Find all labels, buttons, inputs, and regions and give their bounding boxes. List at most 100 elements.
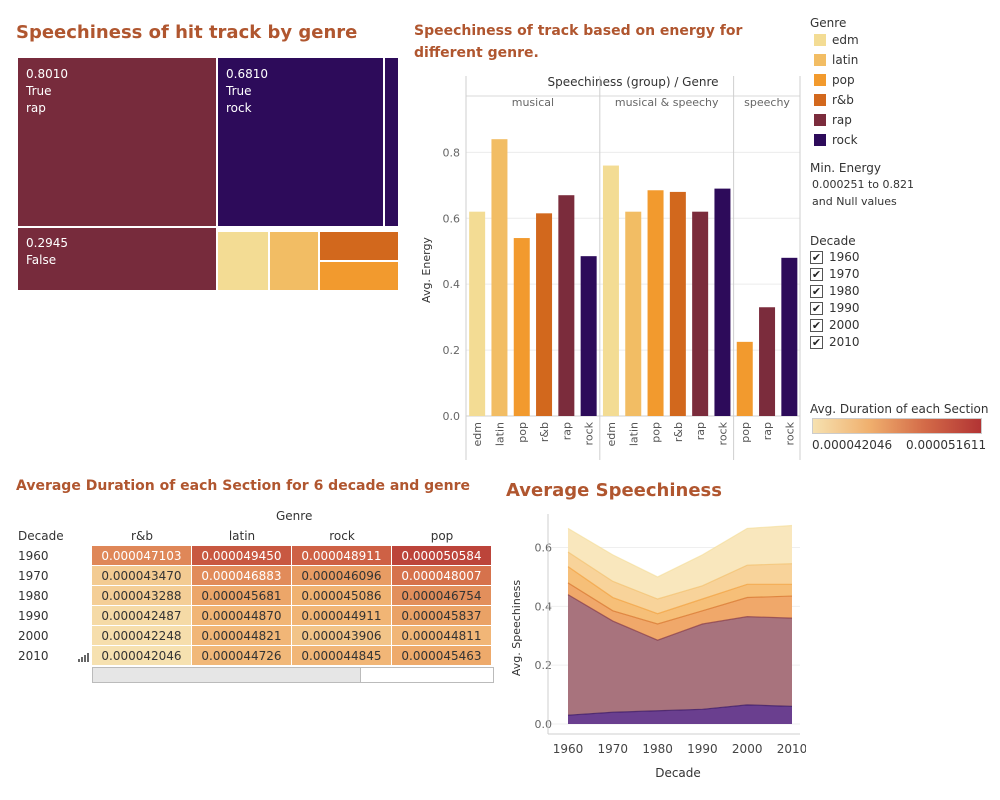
legend-label-pop[interactable]: pop [832, 73, 855, 87]
decade-checkbox-1990[interactable]: ✔ [810, 302, 823, 315]
treemap-flag: True [226, 84, 252, 98]
heatmap-cell[interactable]: 0.000045463 [392, 646, 492, 666]
decade-checkbox-1960[interactable]: ✔ [810, 251, 823, 264]
bar-musicalspeechy-rap [692, 211, 709, 416]
heatmap-cell[interactable]: 0.000044726 [192, 646, 292, 666]
area-layer-pop [568, 566, 792, 624]
legend-swatch-rnb[interactable] [814, 94, 826, 106]
heatmap-cell[interactable]: 0.000045837 [392, 606, 492, 626]
heatmap-cell[interactable]: 0.000049450 [192, 546, 292, 566]
heatmap-cell[interactable]: 0.000043288 [92, 586, 192, 606]
heatmap-row-label-1960: 1960 [18, 549, 49, 563]
energy-filter-range: 0.000251 to 0.821 [812, 178, 915, 191]
treemap-tile-rnb[interactable] [320, 232, 398, 260]
heatmap-row-label-2000: 2000 [18, 629, 49, 643]
decade-label-1980[interactable]: 1980 [829, 284, 860, 298]
decade-checkbox-2010[interactable]: ✔ [810, 336, 823, 349]
legend-swatch-pop[interactable] [814, 74, 826, 86]
treemap-tile-rock-true[interactable] [218, 58, 383, 226]
heatmap-row-label-1970: 1970 [18, 569, 49, 583]
decade-checkbox-2000[interactable]: ✔ [810, 319, 823, 332]
heatmap-cell[interactable]: 0.000042487 [92, 606, 192, 626]
decade-label-2000[interactable]: 2000 [829, 318, 860, 332]
legend-swatch-rap[interactable] [814, 114, 826, 126]
x-tick-label: rock [716, 421, 729, 445]
heatmap-cell[interactable]: 0.000044911 [292, 606, 392, 626]
y-tick-label: 0.2 [443, 344, 461, 357]
area-edge-latin [567, 551, 793, 600]
area-layer-edm [568, 525, 792, 599]
scrollbar-thumb[interactable] [93, 668, 361, 682]
heatmap-cell[interactable]: 0.000046754 [392, 586, 492, 606]
heatmap-horizontal-scrollbar[interactable] [92, 667, 494, 683]
heatmap-cell[interactable]: 0.000048007 [392, 566, 492, 586]
y-tick-label: 0.4 [535, 600, 553, 613]
y-axis-label: Avg. Speechiness [510, 580, 523, 676]
legend-swatch-rock[interactable] [814, 134, 826, 146]
bar-header: Speechiness (group) / Genre [547, 75, 718, 89]
heatmap-cell[interactable]: 0.000050584 [392, 546, 492, 566]
heatmap-cell[interactable]: 0.000047103 [92, 546, 192, 566]
heatmap-cell[interactable]: 0.000045681 [192, 586, 292, 606]
x-tick-label: pop [650, 422, 663, 443]
legend-swatch-edm[interactable] [814, 34, 826, 46]
treemap-value: 0.2945 [26, 236, 68, 250]
decade-label-1990[interactable]: 1990 [829, 301, 860, 315]
heatmap-cell[interactable]: 0.000043470 [92, 566, 192, 586]
heatmap-cell[interactable]: 0.000046096 [292, 566, 392, 586]
treemap-tile-rap-true[interactable] [18, 58, 216, 226]
group-label-speechy: speechy [744, 96, 790, 109]
heatmap-cell[interactable]: 0.000043906 [292, 626, 392, 646]
bar-musical-rap [558, 195, 575, 416]
treemap-tile-pop[interactable] [320, 262, 398, 290]
heatmap-cell[interactable]: 0.000044821 [192, 626, 292, 646]
decade-checkbox-1980[interactable]: ✔ [810, 285, 823, 298]
area-layer-rap [568, 594, 792, 716]
heatmap-cell[interactable]: 0.000044811 [392, 626, 492, 646]
treemap-tile-edm[interactable] [218, 232, 268, 290]
x-tick-label: 2010 [777, 742, 806, 756]
heatmap-cell[interactable]: 0.000042046 [92, 646, 192, 666]
legend-swatch-latin[interactable] [814, 54, 826, 66]
heatmap-col-rnb: r&b [131, 529, 153, 543]
decade-label-2010[interactable]: 2010 [829, 335, 860, 349]
heatmap-cell[interactable]: 0.000044870 [192, 606, 292, 626]
treemap-tile-latin[interactable] [270, 232, 318, 290]
heatmap-cell[interactable]: 0.000046883 [192, 566, 292, 586]
heatmap-col-pop: pop [430, 529, 454, 543]
bar-musical-edm [469, 211, 486, 416]
heatmap-cell[interactable]: 0.000045086 [292, 586, 392, 606]
decade-label-1960[interactable]: 1960 [829, 250, 860, 264]
bar-musicalspeechy-edm [602, 165, 619, 416]
heatmap-col-latin: latin [228, 529, 256, 543]
treemap-value: 0.8010 [26, 67, 68, 81]
x-tick-label: rock [583, 421, 596, 445]
x-axis-label: Decade [655, 766, 701, 780]
heatmap-cell[interactable]: 0.000042248 [92, 626, 192, 646]
heatmap-cell[interactable]: 0.000044845 [292, 646, 392, 666]
treemap-title: Speechiness of hit track by genre [16, 22, 358, 43]
area-edge-rock [567, 704, 793, 716]
bar-musicalspeechy-rock [714, 188, 731, 416]
legend-label-edm[interactable]: edm [832, 33, 859, 47]
energy-filter-title: Min. Energy [810, 161, 881, 175]
y-tick-label: 0.2 [535, 659, 553, 672]
treemap-tile-rap-false[interactable] [18, 228, 216, 290]
legend-label-rnb[interactable]: r&b [832, 93, 854, 107]
x-tick-label: 2000 [732, 742, 763, 756]
duration-legend-title: Avg. Duration of each Section [810, 402, 989, 416]
decade-label-1970[interactable]: 1970 [829, 267, 860, 281]
legend-label-rap[interactable]: rap [832, 113, 852, 127]
area-edge-pop [567, 566, 792, 615]
legend-label-rock[interactable]: rock [832, 133, 858, 147]
heatmap-cell[interactable]: 0.000048911 [292, 546, 392, 566]
x-tick-label: 1960 [553, 742, 584, 756]
decade-checkbox-1970[interactable]: ✔ [810, 268, 823, 281]
legend-label-latin[interactable]: latin [832, 53, 859, 67]
treemap-genre: rock [226, 101, 252, 115]
x-tick-label: 1990 [687, 742, 718, 756]
heatmap-bar-icon[interactable] [78, 652, 90, 662]
treemap-value: 0.6810 [226, 67, 268, 81]
treemap-tile-rock-small[interactable] [385, 58, 398, 226]
treemap-flag: False [26, 253, 57, 267]
